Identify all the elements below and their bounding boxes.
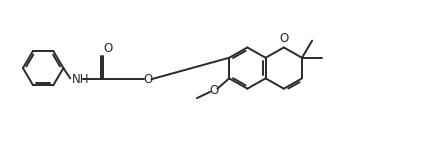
Text: O: O: [143, 73, 153, 86]
Text: O: O: [104, 42, 112, 55]
Text: O: O: [279, 32, 288, 45]
Text: NH: NH: [72, 73, 90, 86]
Text: O: O: [209, 84, 219, 97]
